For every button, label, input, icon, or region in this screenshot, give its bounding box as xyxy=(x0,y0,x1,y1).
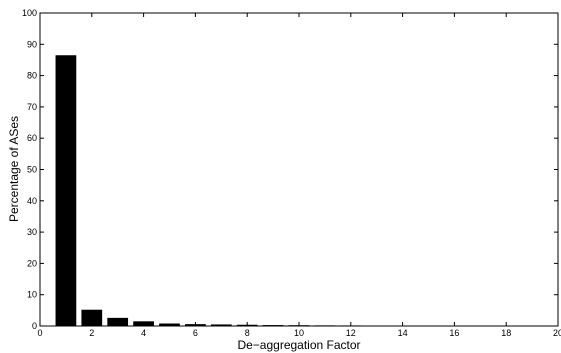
bar xyxy=(81,309,103,326)
y-axis-ticks: 0 10 20 30 40 50 60 70 80 90 100 xyxy=(22,8,558,331)
y-tick-label: 10 xyxy=(27,290,37,300)
bar xyxy=(107,317,129,326)
y-tick-label: 30 xyxy=(27,227,37,237)
y-tick-label: 100 xyxy=(22,8,37,18)
y-tick-label: 80 xyxy=(27,71,37,81)
y-tick-label: 20 xyxy=(27,258,37,268)
y-tick-label: 60 xyxy=(27,133,37,143)
x-tick-label: 10 xyxy=(294,328,304,338)
y-tick-label: 0 xyxy=(32,321,37,331)
y-tick-label: 50 xyxy=(27,165,37,175)
x-tick-label: 4 xyxy=(141,328,146,338)
bar xyxy=(159,323,180,326)
x-tick-label: 20 xyxy=(553,328,561,338)
x-tick-label: 12 xyxy=(346,328,356,338)
x-tick-label: 18 xyxy=(501,328,511,338)
y-axis-label: Percentage of ASes xyxy=(7,116,21,222)
x-tick-label: 2 xyxy=(89,328,94,338)
bar xyxy=(262,325,284,326)
x-tick-label: 14 xyxy=(398,328,408,338)
plot-frame xyxy=(39,12,559,327)
x-tick-label: 6 xyxy=(193,328,198,338)
bar xyxy=(210,324,232,326)
plot-area xyxy=(39,12,559,327)
y-tick-label: 70 xyxy=(27,102,37,112)
x-tick-label: 8 xyxy=(245,328,250,338)
y-tick-label: 90 xyxy=(27,39,37,49)
x-axis-ticks: 0 2 4 6 8 10 12 14 16 18 20 xyxy=(37,13,561,338)
bar xyxy=(314,325,336,326)
x-tick-label: 16 xyxy=(449,328,459,338)
bar xyxy=(55,55,77,326)
x-axis-label: De−aggregation Factor xyxy=(237,338,360,352)
x-tick-label: 0 xyxy=(37,328,42,338)
y-tick-label: 40 xyxy=(27,196,37,206)
